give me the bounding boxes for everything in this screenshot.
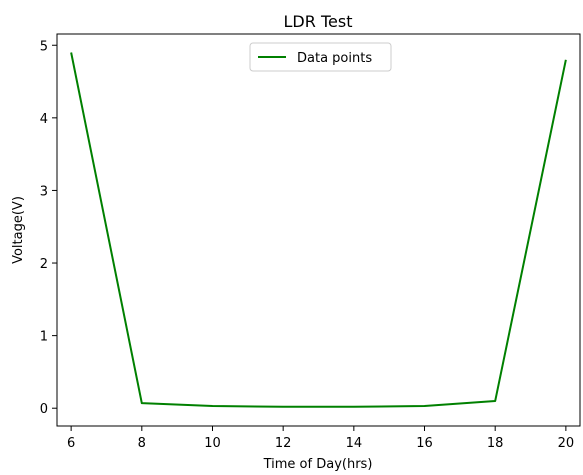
y-axis-ticks: 0 1 2 3 4 5 [40, 39, 57, 417]
legend: Data points [249, 42, 392, 72]
x-tick-label: 18 [487, 436, 504, 451]
y-axis-label: Voltage(V) [11, 196, 26, 264]
x-tick-label: 12 [275, 436, 292, 451]
x-tick-label: 10 [204, 436, 221, 451]
series-layer [70, 52, 567, 408]
chart-title: LDR Test [284, 12, 353, 31]
series-line-0 [70, 52, 567, 408]
x-axis-label: Time of Day(hrs) [263, 457, 373, 472]
y-tick-label: 5 [40, 39, 48, 54]
x-tick-label: 14 [346, 436, 363, 451]
x-tick-label: 8 [138, 436, 146, 451]
legend-label: Data points [297, 51, 372, 66]
y-tick-label: 1 [40, 330, 48, 345]
x-tick-label: 20 [558, 436, 575, 451]
legend-box [249, 42, 392, 72]
y-tick-label: 0 [40, 402, 48, 417]
y-tick-label: 3 [40, 184, 48, 199]
plot-frame [56, 33, 581, 427]
x-tick-label: 6 [67, 436, 75, 451]
y-tick-label: 2 [40, 257, 48, 272]
x-axis-ticks: 6 8 10 12 14 16 18 20 [67, 426, 574, 451]
y-tick-label: 4 [40, 112, 48, 127]
x-tick-label: 16 [416, 436, 433, 451]
